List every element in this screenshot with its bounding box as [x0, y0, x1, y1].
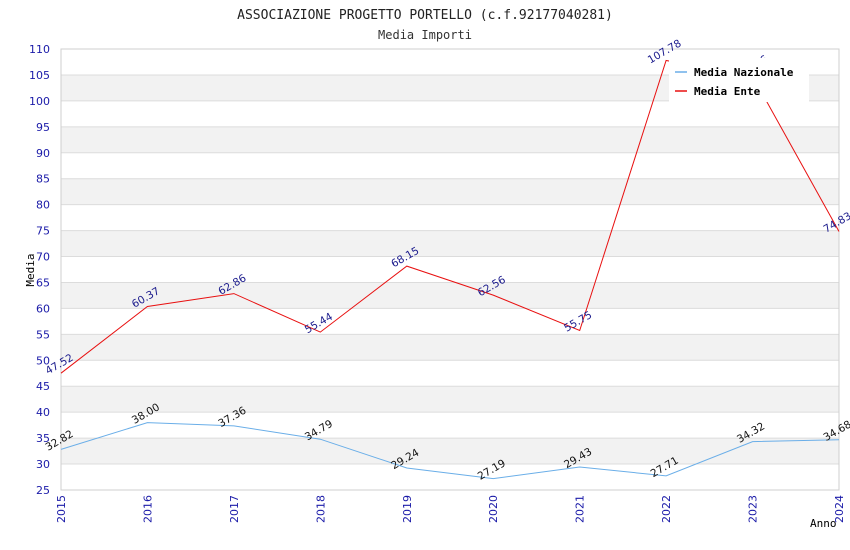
x-tick-label: 2019: [401, 495, 414, 523]
x-tick-label: 2024: [833, 495, 846, 523]
y-tick-label: 35: [36, 432, 50, 445]
grid-band: [61, 126, 839, 153]
y-tick-label: 90: [36, 147, 50, 160]
x-tick-label: 2015: [55, 495, 68, 523]
x-axis-title: Anno: [810, 517, 837, 530]
y-axis-title: Media: [24, 253, 37, 286]
y-axis-ticks: 25 30 35 40 45 50 55 60 65 70 75 80 85 90 95 100 105 110: [29, 43, 50, 497]
y-tick-label: 75: [36, 225, 50, 238]
y-tick-label: 40: [36, 406, 50, 419]
y-tick-label: 55: [36, 328, 50, 341]
x-tick-label: 2023: [747, 495, 760, 523]
grid-band: [61, 230, 839, 257]
x-tick-label: 2022: [660, 495, 673, 523]
plot-bands: [61, 74, 839, 465]
y-tick-label: 95: [36, 121, 50, 134]
grid-band: [61, 282, 839, 309]
x-tick-label: 2017: [228, 495, 241, 523]
grid-band: [61, 438, 839, 465]
y-tick-label: 105: [29, 69, 50, 82]
chart-subtitle: Media Importi: [378, 28, 472, 42]
x-tick-label: 2016: [141, 495, 154, 523]
y-tick-label: 30: [36, 458, 50, 471]
y-tick-label: 25: [36, 484, 50, 497]
legend-box: [669, 58, 809, 102]
plot-frame: [60, 48, 840, 491]
x-tick-label: 2018: [314, 495, 327, 523]
y-tick-label: 110: [29, 43, 50, 56]
grid-band: [61, 386, 839, 413]
y-tick-label: 60: [36, 302, 50, 315]
grid-lines: [61, 48, 839, 491]
x-axis-ticks: 2015 2016 2017 2018 2019 2020 2021 2022 2023 2024: [55, 495, 846, 523]
legend-entry: Media Ente: [694, 85, 761, 98]
grid-band: [61, 178, 839, 205]
x-tick-label: 2021: [574, 495, 587, 523]
data-label: 55.44: [303, 311, 335, 337]
grid-band: [61, 334, 839, 361]
legend-entry: Media Nazionale: [694, 66, 794, 79]
series-lines: [60, 59, 840, 480]
y-tick-label: 50: [36, 354, 50, 367]
y-tick-label: 100: [29, 95, 50, 108]
series-line-media-nazionale: [60, 422, 840, 480]
chart-title: ASSOCIAZIONE PROGETTO PORTELLO (c.f.9217…: [237, 8, 613, 23]
y-tick-label: 65: [36, 276, 50, 289]
y-tick-label: 85: [36, 173, 50, 186]
series-line-media-ente: [60, 59, 840, 374]
x-tick-label: 2020: [487, 495, 500, 523]
data-label: 55.75: [562, 309, 594, 334]
y-tick-label: 80: [36, 199, 50, 212]
legend: Media Nazionale Media Ente: [669, 58, 809, 102]
y-tick-label: 70: [36, 251, 50, 264]
y-tick-label: 45: [36, 380, 50, 393]
